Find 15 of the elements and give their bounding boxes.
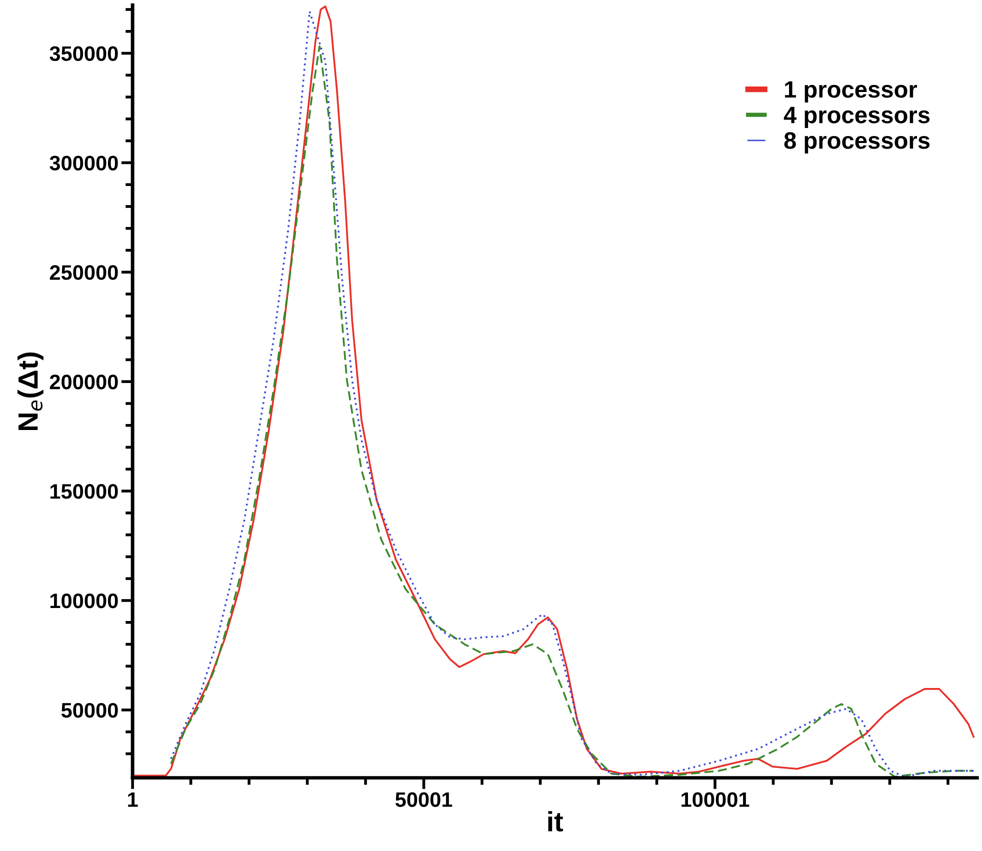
y-axis-title: N$_{e}$(Δt) [18,352,44,430]
y-tick-label: 50000 [61,702,118,718]
legend-label: 8 processors [784,132,930,154]
x-tick-label: 1 [128,792,138,807]
y-tick-label: 300000 [50,156,118,170]
legend-label: 4 processors [784,106,930,128]
y-tick-label: 100000 [50,594,118,608]
x-axis-title: it [548,811,563,832]
y-tick-label: 150000 [50,484,118,499]
legend-label: 1 processor [785,81,918,102]
y-tick-label: 250000 [50,265,118,280]
x-tick-label: 50001 [395,792,452,808]
y-tick-label: 350000 [50,46,118,62]
y-tick-label: 200000 [50,374,118,390]
x-tick-label: 100001 [682,792,750,808]
